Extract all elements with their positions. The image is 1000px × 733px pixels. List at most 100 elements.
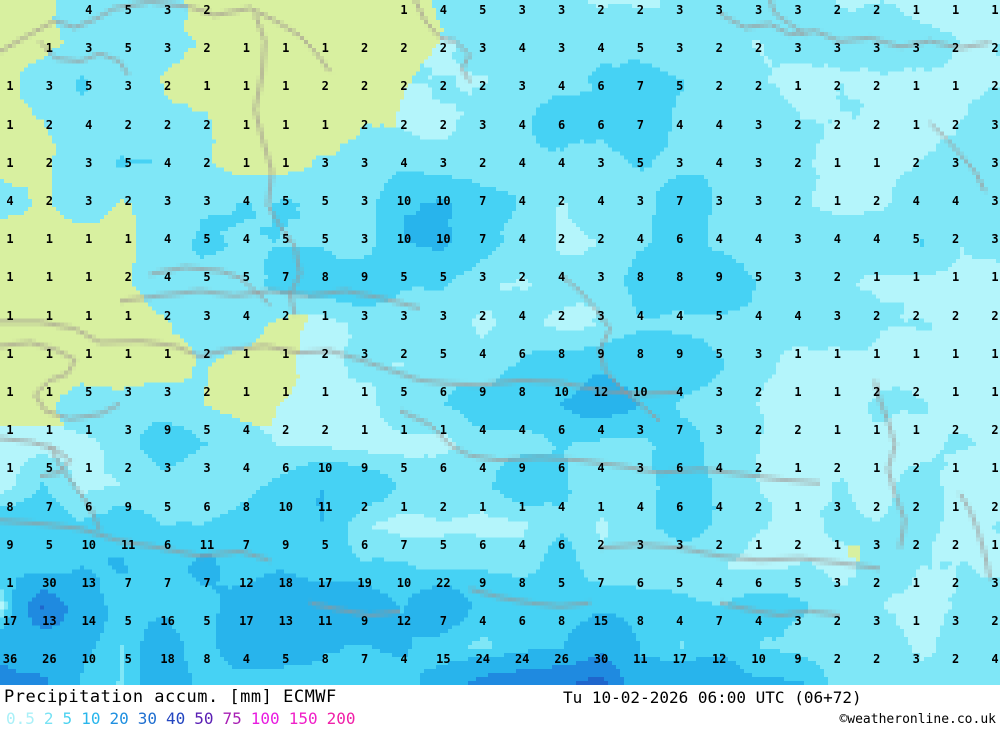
grid-value: 2	[754, 41, 763, 56]
grid-value: 1	[991, 346, 999, 361]
grid-value: 1	[45, 41, 54, 56]
grid-value: 1	[321, 41, 329, 56]
grid-value: 4	[479, 346, 487, 361]
grid-value: 2	[873, 79, 881, 94]
grid-value: 5	[203, 270, 211, 285]
grid-value: 3	[676, 537, 684, 552]
grid-value: 11	[199, 537, 215, 552]
grid-value: 2	[794, 537, 802, 552]
grid-value: 2	[124, 194, 132, 208]
grid-value: 3	[163, 385, 172, 399]
grid-value: 1	[833, 385, 842, 399]
grid-value: 8	[636, 346, 645, 361]
grid-value: 3	[85, 194, 93, 208]
grid-value: 3	[833, 576, 842, 590]
grid-value: 26	[554, 652, 569, 667]
legend-tick-40: 40	[165, 709, 186, 728]
grid-value: 2	[991, 614, 999, 629]
grid-value: 6	[479, 537, 487, 552]
grid-value: 10	[751, 652, 766, 667]
grid-value: 3	[360, 155, 369, 170]
legend-tick-50: 50	[194, 709, 214, 728]
grid-value: 6	[85, 499, 93, 514]
grid-value: 4	[518, 41, 526, 56]
grid-value: 3	[203, 308, 211, 323]
grid-value: 3	[951, 614, 960, 629]
grid-value: 1	[242, 79, 251, 94]
grid-value: 2	[833, 117, 842, 132]
grid-value: 1	[6, 423, 14, 438]
grid-value: 3	[163, 3, 172, 17]
grid-value: 6	[203, 499, 211, 514]
grid-value: 2	[991, 308, 999, 323]
grid-value: 3	[794, 614, 802, 629]
grid-value: 3	[833, 308, 842, 323]
grid-value: 1	[6, 270, 14, 285]
grid-value: 1	[991, 461, 999, 476]
grid-value: 2	[951, 423, 960, 438]
grid-value: 2	[951, 41, 960, 56]
grid-value: 2	[203, 41, 211, 56]
grid-value: 1	[282, 41, 290, 56]
grid-value: 1	[991, 270, 999, 285]
grid-value: 30	[42, 576, 57, 590]
grid-value: 3	[991, 117, 999, 132]
grid-value: 4	[991, 652, 999, 667]
grid-value: 3	[794, 270, 802, 285]
grid-value: 2	[400, 346, 408, 361]
grid-value: 1	[754, 537, 763, 552]
grid-value: 3	[991, 576, 999, 590]
grid-value: 5	[715, 308, 723, 323]
grid-value: 1	[794, 499, 802, 514]
grid-value: 3	[360, 346, 369, 361]
grid-value: 1	[360, 423, 369, 438]
grid-value: 2	[912, 499, 920, 514]
grid-value: 7	[282, 270, 290, 285]
grid-value: 11	[317, 499, 333, 514]
grid-value: 4	[676, 308, 684, 323]
grid-value: 1	[951, 346, 960, 361]
grid-value: 5	[321, 537, 329, 552]
grid-value: 8	[557, 614, 566, 629]
grid-value: 2	[951, 308, 960, 323]
grid-value: 2	[754, 79, 763, 94]
grid-value: 1	[912, 346, 920, 361]
grid-value: 2	[873, 652, 881, 667]
legend-tick-200: 200	[326, 709, 356, 728]
grid-value: 7	[636, 79, 645, 94]
grid-value: 11	[633, 652, 648, 667]
grid-value: 3	[794, 41, 802, 56]
product-title: Precipitation accum. [mm] ECMWF	[4, 687, 337, 707]
grid-value: 4	[479, 461, 487, 476]
grid-value: 1	[912, 117, 920, 132]
grid-value: 7	[400, 537, 408, 552]
grid-value: 4	[676, 385, 684, 399]
grid-value: 3	[715, 385, 723, 399]
grid-value: 9	[6, 537, 14, 552]
credit-label: ©weatheronline.co.uk	[839, 712, 996, 727]
grid-value: 4	[754, 232, 763, 247]
grid-value: 1	[794, 385, 802, 399]
grid-value: 2	[360, 79, 369, 94]
grid-value: 9	[518, 461, 526, 476]
grid-value: 5	[85, 385, 93, 399]
grid-value: 4	[479, 614, 487, 629]
grid-value: 2	[124, 461, 132, 476]
grid-value: 6	[282, 461, 290, 476]
grid-value: 6	[518, 614, 526, 629]
grid-value: 2	[203, 346, 211, 361]
grid-value: 4	[163, 270, 172, 285]
grid-value: 2	[203, 155, 211, 170]
grid-value: 2	[360, 499, 369, 514]
legend-tick-100: 100	[250, 709, 280, 728]
grid-value: 2	[794, 423, 802, 438]
grid-value: 9	[124, 499, 132, 514]
grid-value: 3	[439, 308, 448, 323]
grid-value: 5	[439, 537, 448, 552]
grid-value: 3	[991, 194, 999, 208]
grid-value: 10	[436, 232, 451, 247]
grid-value: 4	[636, 308, 645, 323]
grid-value: 3	[951, 155, 960, 170]
grid-value: 3	[360, 232, 369, 247]
